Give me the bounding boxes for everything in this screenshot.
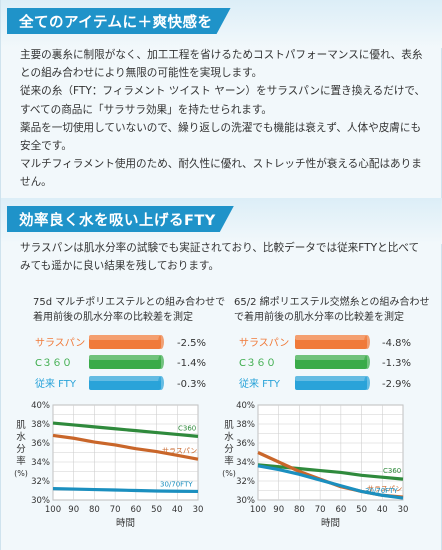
diff-bar-cap <box>364 376 370 390</box>
y-tick-label: 36% <box>31 439 50 449</box>
y-tick-label: 30% <box>31 496 50 506</box>
x-tick-label: 80 <box>294 505 305 515</box>
y-tick-label: 32% <box>31 477 50 487</box>
diff-bar-cap <box>158 376 164 390</box>
series-line-label: C360 <box>383 467 401 475</box>
series-line-label: C360 <box>178 424 196 432</box>
x-tick-label: 30 <box>193 505 204 515</box>
section2-paragraph: サラスパンは肌水分率の試験でも実証されており、比較データでは従来FTYと比べてみ… <box>20 242 420 273</box>
diff-label: 従来 FTY <box>35 377 77 390</box>
y-axis-label: 肌水分率(%) <box>14 420 28 478</box>
series-line <box>52 433 199 461</box>
diff-bar <box>295 355 367 369</box>
diff-bar <box>89 335 161 349</box>
series-line <box>52 487 199 494</box>
diff-label: C３６０ <box>239 358 276 369</box>
y-tick-label: 36% <box>236 439 255 449</box>
diff-bar-cap <box>364 335 370 349</box>
chart-1: サラスパン -2.5% C３６０ -1.4% 従来 FTY -0.3% 40% 38% 36% 3… <box>14 335 206 529</box>
diff-value: -1.4% <box>177 358 206 369</box>
x-tick-label: 70 <box>315 505 326 515</box>
diff-label: 従来 FTY <box>239 377 281 390</box>
diff-bar-highlight <box>295 335 367 340</box>
diff-label: サラスパン <box>239 337 289 349</box>
diff-value: -4.8% <box>382 338 411 349</box>
x-tick-label: 50 <box>151 505 162 515</box>
diff-bar-highlight <box>295 355 367 360</box>
chart-2: サラスパン -4.8% C３６０ -1.3% 従来 FTY -2.9% 40% 38% 36% 3… <box>222 335 411 529</box>
x-tick-label: 80 <box>89 505 100 515</box>
section2-body: サラスパンは肌水分率の試験でも実証されており、比較データでは従来FTYと比べてみ… <box>20 239 428 275</box>
section1-heading: 全てのアイテムに＋爽快感を <box>7 8 231 34</box>
section1-paragraph-2: 従来の糸（FTY：フィラメント ツイスト ヤーン）をサラスパンに置き換えるだけで… <box>20 85 426 116</box>
diff-bar <box>295 335 367 349</box>
x-tick-label: 100 <box>45 505 61 515</box>
y-tick-label: 38% <box>31 420 50 430</box>
diff-value: -2.9% <box>382 379 411 390</box>
x-tick-label: 90 <box>273 505 284 515</box>
diff-value: -0.3% <box>177 379 206 390</box>
diff-value: -1.3% <box>382 358 411 369</box>
x-tick-label: 40 <box>172 505 183 515</box>
y-tick-label: 38% <box>236 420 255 430</box>
series-line <box>257 463 404 481</box>
x-tick-label: 50 <box>356 505 367 515</box>
diff-bar-highlight <box>89 355 161 360</box>
y-axis-label: 肌水分率(%) <box>222 420 236 478</box>
x-tick-label: 60 <box>335 505 346 515</box>
section2-heading: 効率良く水を吸い上げるFTY <box>7 206 234 232</box>
diff-bar <box>295 376 367 390</box>
series-line <box>257 464 404 500</box>
x-tick-label: 70 <box>110 505 121 515</box>
section1-paragraph-4: マルチフィラメント使用のため、耐久性に優れ、ストレッチ性が衰える心配はありません… <box>20 158 422 189</box>
section1-body: 主要の裏糸に制限がなく、加工工程を省けるためコストパフォーマンスに優れ、表糸との… <box>20 46 428 192</box>
series-line <box>52 421 199 438</box>
x-axis-label: 時間 <box>116 518 135 529</box>
series-line-label: サラスパン <box>367 485 402 493</box>
x-tick-label: 60 <box>130 505 141 515</box>
diff-label: C３６０ <box>35 358 72 369</box>
diff-bar <box>89 376 161 390</box>
diff-bar-highlight <box>89 376 161 381</box>
y-tick-label: 40% <box>31 401 50 411</box>
section1-paragraph-3: 薬品を一切使用していないので、繰り返しの洗濯でも機能は衰えず、人体や皮膚にも安全… <box>20 121 422 153</box>
x-axis-label: 時間 <box>321 518 340 529</box>
x-tick-label: 40 <box>377 505 388 515</box>
diff-bar-highlight <box>295 376 367 381</box>
section1-paragraph-1: 主要の裏糸に制限がなく、加工工程を省けるためコストパフォーマンスに優れ、表糸との… <box>20 49 423 80</box>
y-tick-label: 32% <box>236 477 255 487</box>
diff-bar-cap <box>158 335 164 349</box>
series-line-label: 30/70FTY <box>160 480 193 488</box>
diff-bar <box>89 355 161 369</box>
y-tick-label: 34% <box>236 458 255 468</box>
x-tick-label: 100 <box>250 505 266 515</box>
x-tick-label: 30 <box>398 505 409 515</box>
series-line-label: サラスパン <box>162 447 197 455</box>
series-line-label: 30/70FTY <box>365 487 398 495</box>
diff-value: -2.5% <box>177 338 206 349</box>
diff-bar-cap <box>158 355 164 369</box>
diff-bar-cap <box>364 355 370 369</box>
chart1-title: 75d マルチポリエステルとの組み合わせで着用前後の肌水分率の比較差を測定 <box>33 297 226 323</box>
x-tick-label: 90 <box>68 505 79 515</box>
y-tick-label: 30% <box>236 496 255 506</box>
diff-label: サラスパン <box>35 337 85 349</box>
y-tick-label: 40% <box>236 401 255 411</box>
diff-bar-highlight <box>89 335 161 340</box>
chart2-title: 65/2 綿ポリエステル交燃糸との組み合わせで着用前後の肌水分率の比較差を測定 <box>234 297 430 323</box>
y-tick-label: 34% <box>31 458 50 468</box>
